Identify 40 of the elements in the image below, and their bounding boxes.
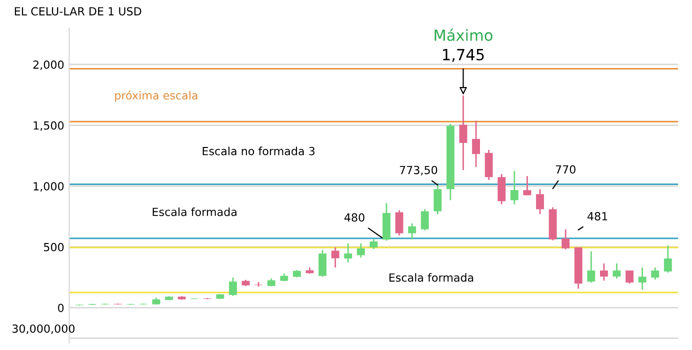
candlestick [370,238,378,250]
candlestick [612,262,621,280]
candlestick [587,250,596,284]
candlestick [651,266,660,280]
candlestick [638,266,646,290]
candlestick [356,242,365,258]
candlestick [600,262,608,282]
y-tick-label: 2,000 [33,60,64,70]
candlestick [318,249,326,278]
candlestick [510,170,518,205]
y-tick-label: 0 [58,304,64,312]
candlestick [228,276,237,297]
y-tick-label: 1,500 [34,121,64,131]
annotation: 1,745 [443,49,484,62]
annotation: Escala no formada 3 [202,146,315,156]
candlestick [344,242,352,264]
candlestick [395,210,404,236]
candlestick [459,94,468,171]
annotation: 480 [344,213,364,222]
y-tick-label: 500 [44,242,64,252]
candlestick [420,208,429,232]
annotation: Máximo [434,28,492,41]
annotation: 481 [588,212,608,220]
y-tick-label: 1,000 [34,182,64,192]
annotation: Escala formada [152,207,236,216]
annotation: próxima escala [115,90,198,102]
candlestick [472,120,480,168]
annotation: 30,000,000 [12,324,75,334]
candlestick [408,222,416,240]
chart-title: EL CELU-LAR DE 1 USD [14,7,142,16]
candlestick [523,175,532,196]
annotation: 770 [556,165,576,174]
candlestick [626,270,634,284]
candlestick [331,246,340,268]
annotation: 773,50 [400,166,438,176]
candlestick [664,244,672,274]
candlestick [562,228,570,250]
candlestick [434,184,442,215]
annotation: Escala formada [389,273,474,282]
candlestick [536,188,544,215]
